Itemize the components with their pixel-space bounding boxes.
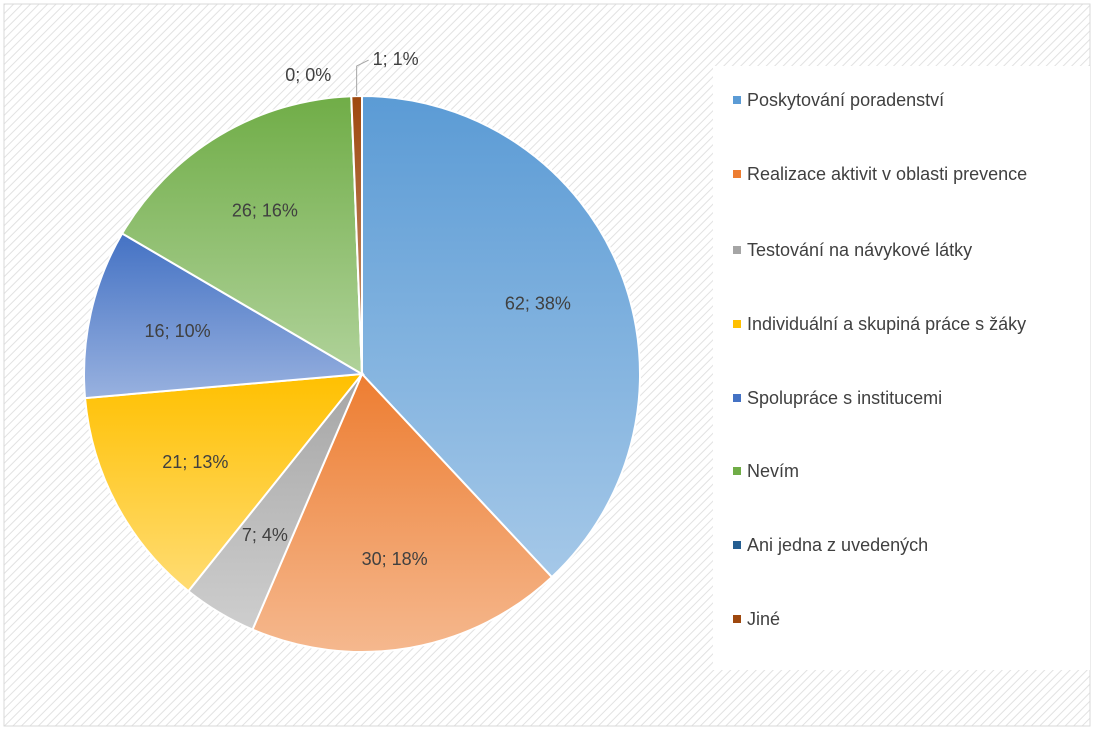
- legend-swatch: [733, 541, 741, 549]
- legend-entry: Nevím: [733, 459, 1094, 483]
- legend-entry: Individuální a skupiná práce s žáky: [733, 312, 1094, 336]
- legend-label: Ani jedna z uvedených: [747, 535, 929, 555]
- pie-slice: [83, 372, 365, 593]
- legend-swatch: [733, 170, 741, 178]
- legend-swatch: [733, 467, 741, 475]
- legend-entry: Poskytování poradenství: [733, 88, 1094, 112]
- data-label: 26; 16%: [232, 201, 298, 221]
- legend-label: Individuální a skupiná práce s žáky: [747, 314, 1027, 334]
- legend-swatch: [733, 394, 741, 402]
- legend-swatch: [733, 96, 741, 104]
- data-label: 16; 10%: [145, 321, 211, 341]
- legend-entry: Ani jedna z uvedených: [733, 533, 1094, 557]
- data-label: 7; 4%: [242, 525, 288, 545]
- legend-label: Nevím: [747, 461, 800, 481]
- legend-swatch: [733, 320, 741, 328]
- legend-label: Realizace aktivit v oblasti prevence: [747, 164, 1028, 184]
- legend-entry: Jiné: [733, 607, 1094, 631]
- data-label: 62; 38%: [505, 293, 571, 313]
- legend-label: Testování na návykové látky: [747, 240, 973, 260]
- leader-line: [356, 59, 369, 97]
- pie-slice: [251, 372, 554, 653]
- legend-label: Spolupráce s institucemi: [747, 388, 943, 408]
- data-label: 21; 13%: [162, 452, 228, 472]
- legend-swatch: [733, 615, 741, 623]
- data-label: 1; 1%: [373, 49, 419, 69]
- pie-slice: [120, 95, 364, 376]
- pie-slice: [361, 94, 641, 579]
- data-label: 30; 18%: [362, 549, 428, 569]
- legend-entry: Testování na návykové látky: [733, 238, 1094, 262]
- pie-slice: [83, 232, 366, 400]
- data-label: 0; 0%: [285, 65, 331, 85]
- legend: Poskytování poradenství Realizace aktivit…: [713, 66, 1090, 670]
- legend-swatch: [733, 246, 741, 254]
- legend-entry: Realizace aktivit v oblasti prevence: [733, 162, 1094, 186]
- legend-entry: Spolupráce s institucemi: [733, 386, 1094, 410]
- legend-label: Jiné: [747, 609, 781, 629]
- legend-label: Poskytování poradenství: [747, 90, 945, 110]
